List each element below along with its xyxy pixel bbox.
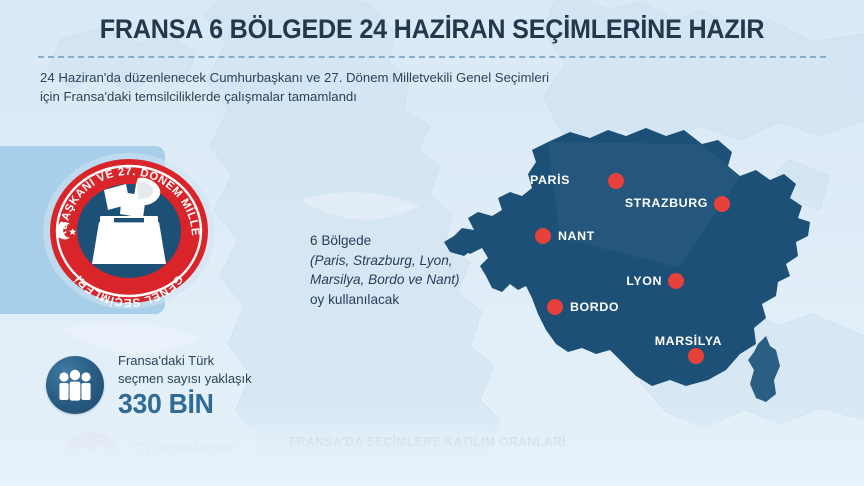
voter-caption-line-1: Fransa'daki Türk (118, 353, 215, 368)
calendar-icon (62, 432, 120, 486)
page-title: FRANSA 6 BÖLGEDE 24 HAZİRAN SEÇİMLERİNE … (99, 14, 765, 44)
city-label-marsilya: MARSİLYA (654, 334, 722, 348)
people-group-icon (46, 356, 104, 414)
city-label-strazburg: STRAZBURG (624, 196, 708, 210)
header-divider (38, 56, 826, 58)
subtitle-line-1: 24 Haziran'da düzenlenecek Cumhurbaşkanı… (40, 70, 550, 85)
city-dot-lyon (668, 273, 684, 289)
election-seal: CUMHURBAŞKANI VE 27. DÖNEM MİLLETVEKİLİ … (42, 152, 216, 310)
voter-caption-line-2: seçmen sayısı yaklaşık (118, 370, 252, 386)
regions-note-line-3: oy kullanılacak (310, 291, 400, 307)
city-label-paris: PARİS (530, 173, 570, 187)
city-dot-paris (608, 173, 624, 189)
france-mainland-shape (454, 128, 810, 386)
regions-note-line-1: 6 Bölgede (310, 233, 372, 248)
city-dot-bordo (547, 299, 563, 315)
page-subtitle: 24 Haziran'da düzenlenecek Cumhurbaşkanı… (40, 68, 680, 106)
turkish-crescent-star-icon (56, 222, 77, 240)
city-dot-nant (535, 228, 551, 244)
regions-note-cities-2: Marsilya, Bordo ve Nant) (310, 272, 460, 287)
voter-count-value: 330 BİN (118, 388, 214, 419)
corsica-shape (748, 336, 780, 402)
subtitle-line-2: için Fransa'daki temsilciliklerde çalışm… (40, 89, 357, 104)
france-map: PARİS STRAZBURG NANT LYON BORDO MARSİLYA (440, 118, 864, 418)
city-dot-strazburg (714, 196, 730, 212)
turnout-section-heading: FRANSA'DA SEÇİMLERE KATILIM ORANLARI (289, 434, 567, 449)
voting-dates-label: Oy verme tarihleri: (134, 440, 241, 455)
voter-count-stat: Fransa'daki Türk seçmen sayısı yaklaşık … (46, 352, 296, 422)
city-label-lyon: LYON (626, 274, 662, 288)
city-label-nant: NANT (558, 229, 595, 243)
ballot-box-icon (92, 177, 166, 264)
city-dot-marsilya (688, 348, 704, 364)
voting-dates-stat: Oy verme tarihleri: (62, 432, 312, 486)
regions-note-cities-1: (Paris, Strazburg, Lyon, (310, 252, 453, 268)
city-label-bordo: BORDO (570, 300, 620, 314)
regions-note: 6 Bölgede (Paris, Strazburg, Lyon, Marsi… (310, 231, 495, 309)
voter-count-text: Fransa'daki Türk seçmen sayısı yaklaşık … (118, 352, 252, 420)
